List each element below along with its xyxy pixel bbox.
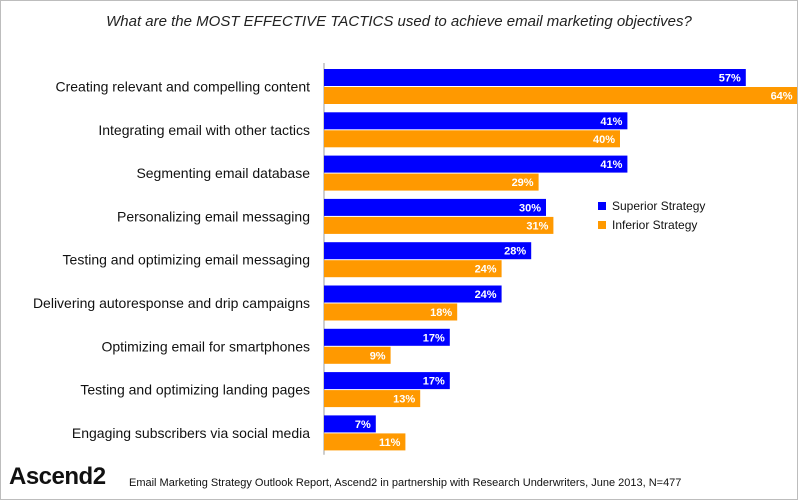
data-label: 17%: [423, 332, 445, 344]
legend-label: Superior Strategy: [612, 199, 705, 213]
bar-inferior: [324, 433, 406, 451]
data-label: 11%: [379, 437, 401, 449]
category-label: Integrating email with other tactics: [98, 122, 310, 138]
legend-swatch: [598, 221, 606, 229]
bar-superior: [324, 198, 546, 216]
category-label: Optimizing email for smartphones: [101, 338, 310, 354]
bar-inferior: [324, 260, 502, 278]
data-label: 29%: [512, 177, 534, 189]
data-label: 9%: [370, 350, 386, 362]
category-label: Testing and optimizing landing pages: [80, 382, 310, 398]
category-label: Engaging subscribers via social media: [72, 425, 310, 441]
bar-superior: [324, 415, 376, 433]
data-label: 41%: [600, 116, 622, 128]
category-label: Segmenting email database: [136, 165, 310, 181]
category-label: Personalizing email messaging: [117, 208, 310, 224]
bar-inferior: [324, 390, 421, 408]
bar-superior: [324, 155, 628, 173]
data-label: 18%: [430, 307, 452, 319]
legend-label: Inferior Strategy: [612, 218, 697, 232]
bar-superior: [324, 328, 450, 346]
data-label: 64%: [771, 91, 793, 103]
data-label: 41%: [600, 159, 622, 171]
category-labels: Creating relevant and compelling content…: [33, 79, 310, 441]
legend: Superior Strategy Inferior Strategy: [598, 199, 705, 232]
data-label: 30%: [519, 202, 541, 214]
source-note: Email Marketing Strategy Outlook Report,…: [129, 477, 682, 489]
bar-superior: [324, 372, 450, 390]
bar-inferior: [324, 303, 458, 321]
data-label: 31%: [526, 220, 548, 232]
bar-inferior: [324, 87, 797, 104]
bar-superior: [324, 69, 746, 86]
data-labels: 57% 64% 41% 40% 41% 29% 30% 31% 28% 24% 24% 18% 17% 9…: [355, 73, 793, 449]
brand-logo: Ascend2: [9, 463, 106, 490]
bar-inferior: [324, 346, 391, 364]
bar-inferior: [324, 173, 539, 191]
data-label: 24%: [475, 264, 497, 276]
data-label: 57%: [719, 73, 741, 85]
category-label: Testing and optimizing email messaging: [63, 252, 310, 268]
bar-inferior: [324, 130, 620, 148]
bar-marks: [324, 69, 797, 451]
bar-superior: [324, 112, 628, 130]
data-label: 7%: [355, 419, 371, 431]
bar-superior: [324, 242, 532, 260]
data-label: 24%: [475, 289, 497, 301]
data-label: 17%: [423, 376, 445, 388]
data-label: 13%: [393, 394, 415, 406]
category-label: Delivering autoresponse and drip campaig…: [33, 295, 310, 311]
legend-swatch: [598, 202, 606, 210]
category-label: Creating relevant and compelling content: [56, 79, 311, 95]
bar-inferior: [324, 216, 554, 234]
data-label: 40%: [593, 134, 615, 146]
chart-title: What are the MOST EFFECTIVE TACTICS used…: [106, 13, 692, 30]
data-label: 28%: [504, 246, 526, 258]
bar-superior: [324, 285, 502, 303]
